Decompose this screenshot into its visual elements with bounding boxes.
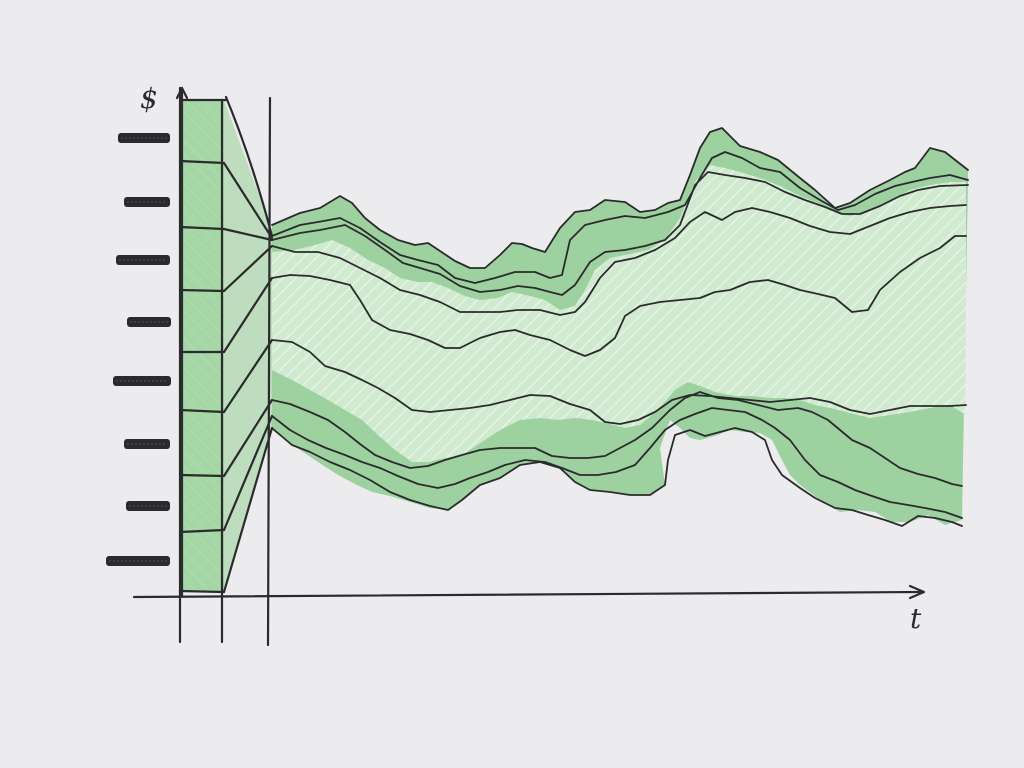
now-divider — [266, 96, 272, 647]
projection-lines — [271, 127, 969, 527]
fan-lines — [222, 95, 274, 594]
distribution-bar — [180, 100, 224, 592]
inner-band — [272, 165, 966, 462]
y-axis-label: $ — [140, 82, 158, 115]
y-axis-arrowhead — [175, 86, 189, 100]
bar-outline — [178, 86, 228, 644]
x-axis — [132, 590, 922, 599]
y-tick-mark — [118, 133, 170, 143]
x-axis-label: t — [910, 602, 922, 635]
x-axis-arrowhead — [908, 584, 926, 600]
y-tick-mark — [126, 501, 170, 511]
y-ticks — [106, 133, 171, 566]
y-tick-mark — [127, 317, 171, 327]
